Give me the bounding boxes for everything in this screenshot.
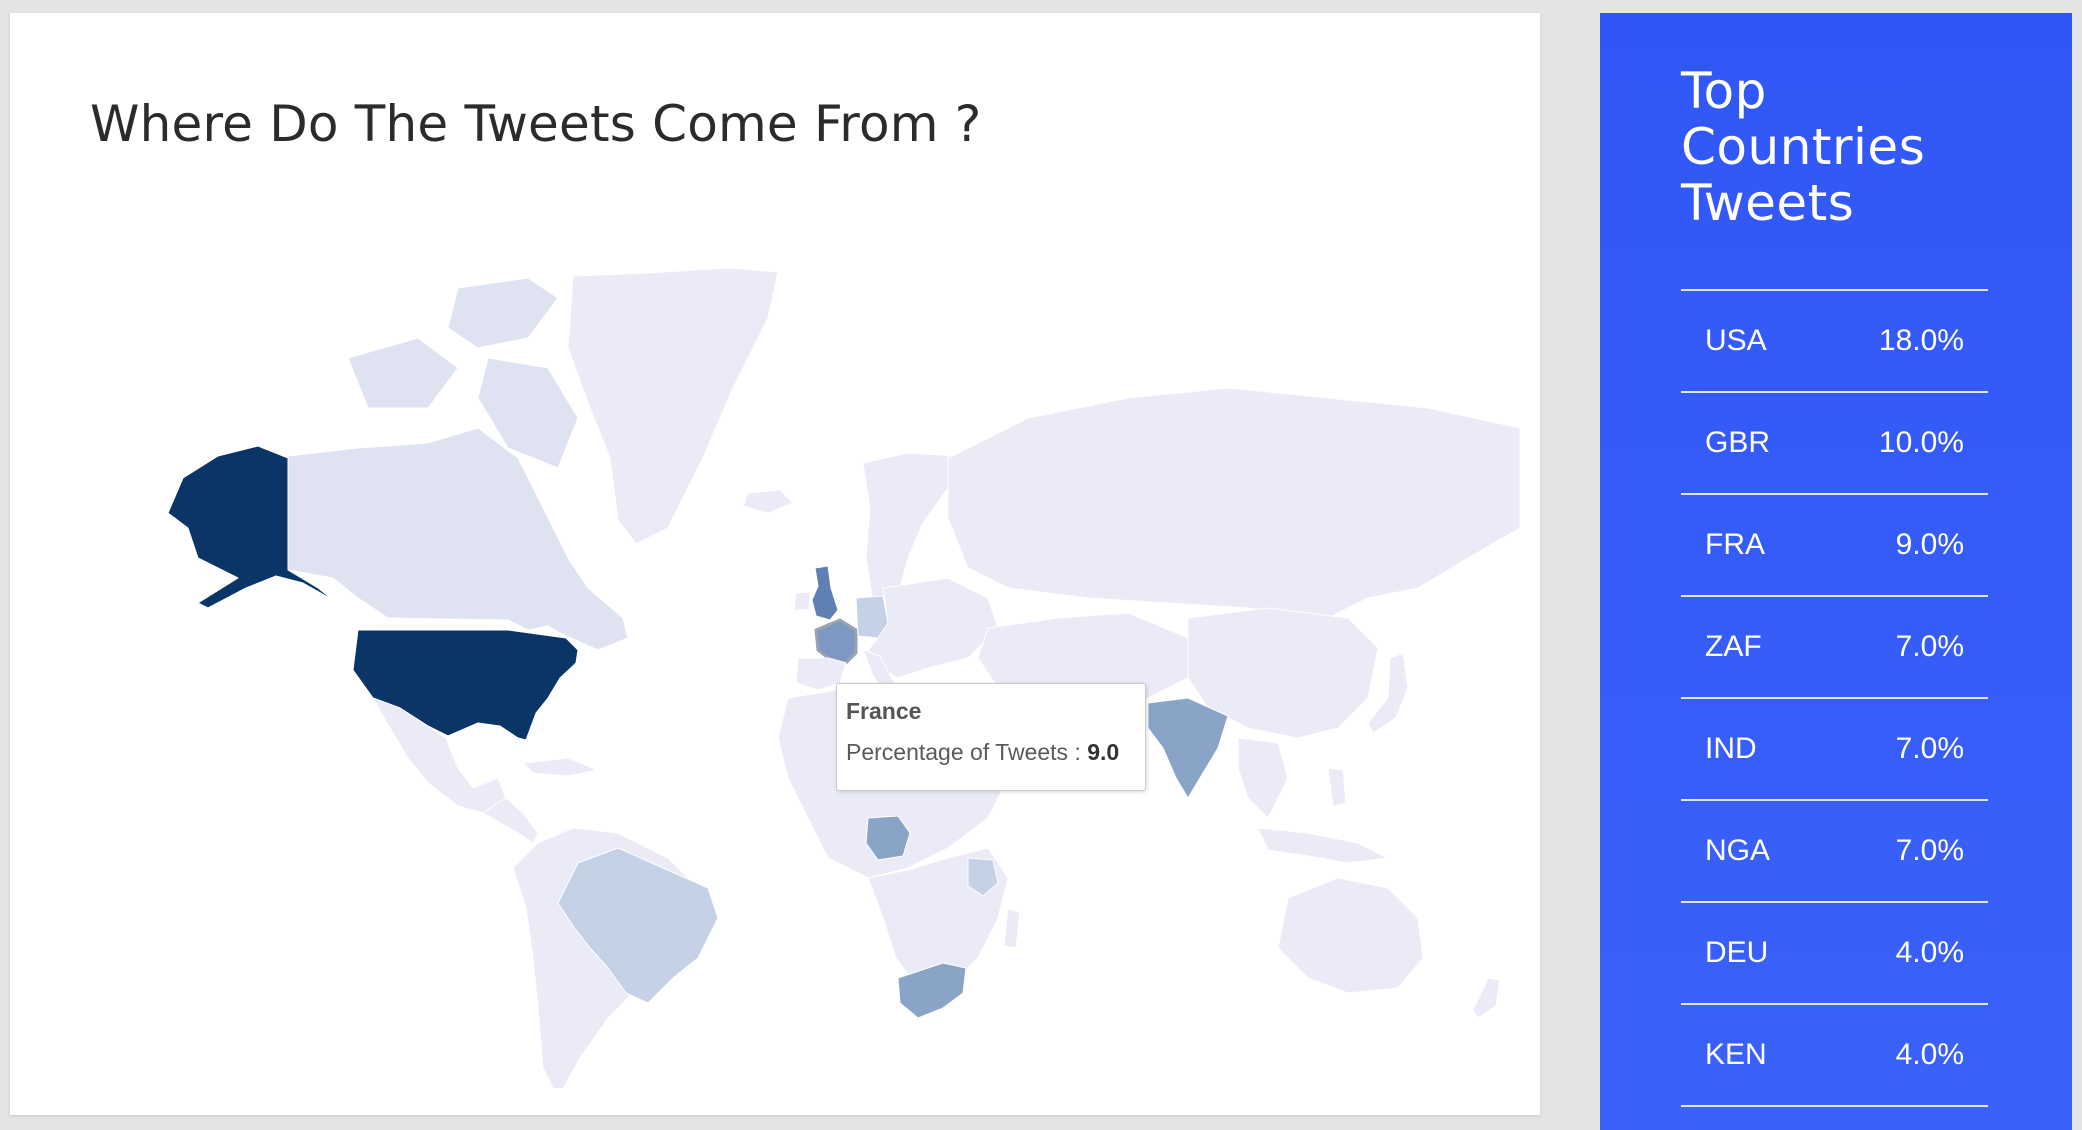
country-code: IND	[1705, 732, 1757, 765]
country-indonesia[interactable]	[1257, 827, 1389, 864]
country-brazil[interactable]	[557, 847, 719, 1004]
country-percentage: 18.0%	[1878, 324, 1964, 357]
country-percentage: 7.0%	[1895, 834, 1964, 867]
country-south-africa[interactable]	[897, 962, 967, 1019]
country-philippines[interactable]	[1327, 767, 1347, 807]
country-percentage: 7.0%	[1895, 732, 1964, 765]
country-code: DEU	[1705, 936, 1769, 969]
top-countries-panel: Top Countries Tweets USA 18.0% GBR 10.0%…	[1600, 13, 2072, 1130]
country-caribbean[interactable]	[522, 757, 599, 777]
country-arctic-islands-2[interactable]	[347, 337, 459, 409]
country-greenland[interactable]	[567, 267, 779, 545]
country-percentage: 10.0%	[1878, 426, 1964, 459]
list-item: ZAF 7.0%	[1681, 597, 1988, 699]
country-russia[interactable]	[947, 387, 1520, 619]
world-map	[167, 267, 1520, 1088]
map-title: Where Do The Tweets Come From ?	[90, 95, 982, 153]
country-percentage: 4.0%	[1895, 1038, 1964, 1071]
list-item: FRA 9.0%	[1681, 495, 1988, 597]
country-scandinavia[interactable]	[862, 452, 959, 604]
country-code: NGA	[1705, 834, 1771, 867]
country-mexico[interactable]	[372, 697, 507, 814]
map-tooltip: France Percentage of Tweets : 9.0	[836, 683, 1146, 791]
country-code: FRA	[1705, 528, 1765, 561]
country-japan[interactable]	[1367, 652, 1409, 734]
country-central-america[interactable]	[482, 797, 539, 844]
country-france[interactable]	[814, 618, 858, 665]
tooltip-metric-value: 9.0	[1087, 739, 1120, 765]
country-alaska[interactable]	[167, 445, 334, 609]
country-nigeria[interactable]	[865, 815, 911, 861]
country-percentage: 4.0%	[1895, 936, 1964, 969]
country-se-asia[interactable]	[1237, 737, 1289, 819]
country-code: GBR	[1705, 426, 1771, 459]
country-uk[interactable]	[811, 565, 839, 621]
tooltip-metric: Percentage of Tweets : 9.0	[846, 739, 1136, 766]
list-item: DEU 4.0%	[1681, 903, 1988, 1005]
country-usa[interactable]	[352, 629, 579, 741]
list-item: USA 18.0%	[1681, 291, 1988, 393]
country-australia[interactable]	[1277, 877, 1424, 994]
country-kenya[interactable]	[967, 857, 999, 897]
country-india[interactable]	[1147, 697, 1229, 799]
country-code: KEN	[1705, 1038, 1767, 1071]
panel-title: Top Countries Tweets	[1681, 62, 1926, 232]
country-ranking-list: USA 18.0% GBR 10.0% FRA 9.0% ZAF 7.0% IN…	[1681, 289, 1988, 1107]
list-item: IND 7.0%	[1681, 699, 1988, 801]
list-item: GBR 10.0%	[1681, 393, 1988, 495]
country-percentage: 7.0%	[1895, 630, 1964, 663]
map-card: Where Do The Tweets Come From ?	[10, 13, 1540, 1115]
list-item: NGA 7.0%	[1681, 801, 1988, 903]
country-new-zealand[interactable]	[1472, 977, 1501, 1019]
country-code: ZAF	[1705, 630, 1762, 663]
tooltip-metric-label: Percentage of Tweets :	[846, 739, 1088, 765]
country-china[interactable]	[1187, 607, 1379, 739]
country-arctic-islands[interactable]	[447, 277, 559, 349]
country-ireland[interactable]	[793, 591, 811, 611]
country-baffin[interactable]	[477, 357, 579, 469]
tooltip-country-name: France	[846, 698, 922, 724]
country-europe[interactable]	[867, 577, 999, 679]
country-iceland[interactable]	[742, 489, 794, 514]
country-canada[interactable]	[287, 427, 629, 651]
country-code: USA	[1705, 324, 1767, 357]
country-madagascar[interactable]	[1003, 907, 1021, 949]
list-item: KEN 4.0%	[1681, 1005, 1988, 1107]
country-percentage: 9.0%	[1895, 528, 1964, 561]
